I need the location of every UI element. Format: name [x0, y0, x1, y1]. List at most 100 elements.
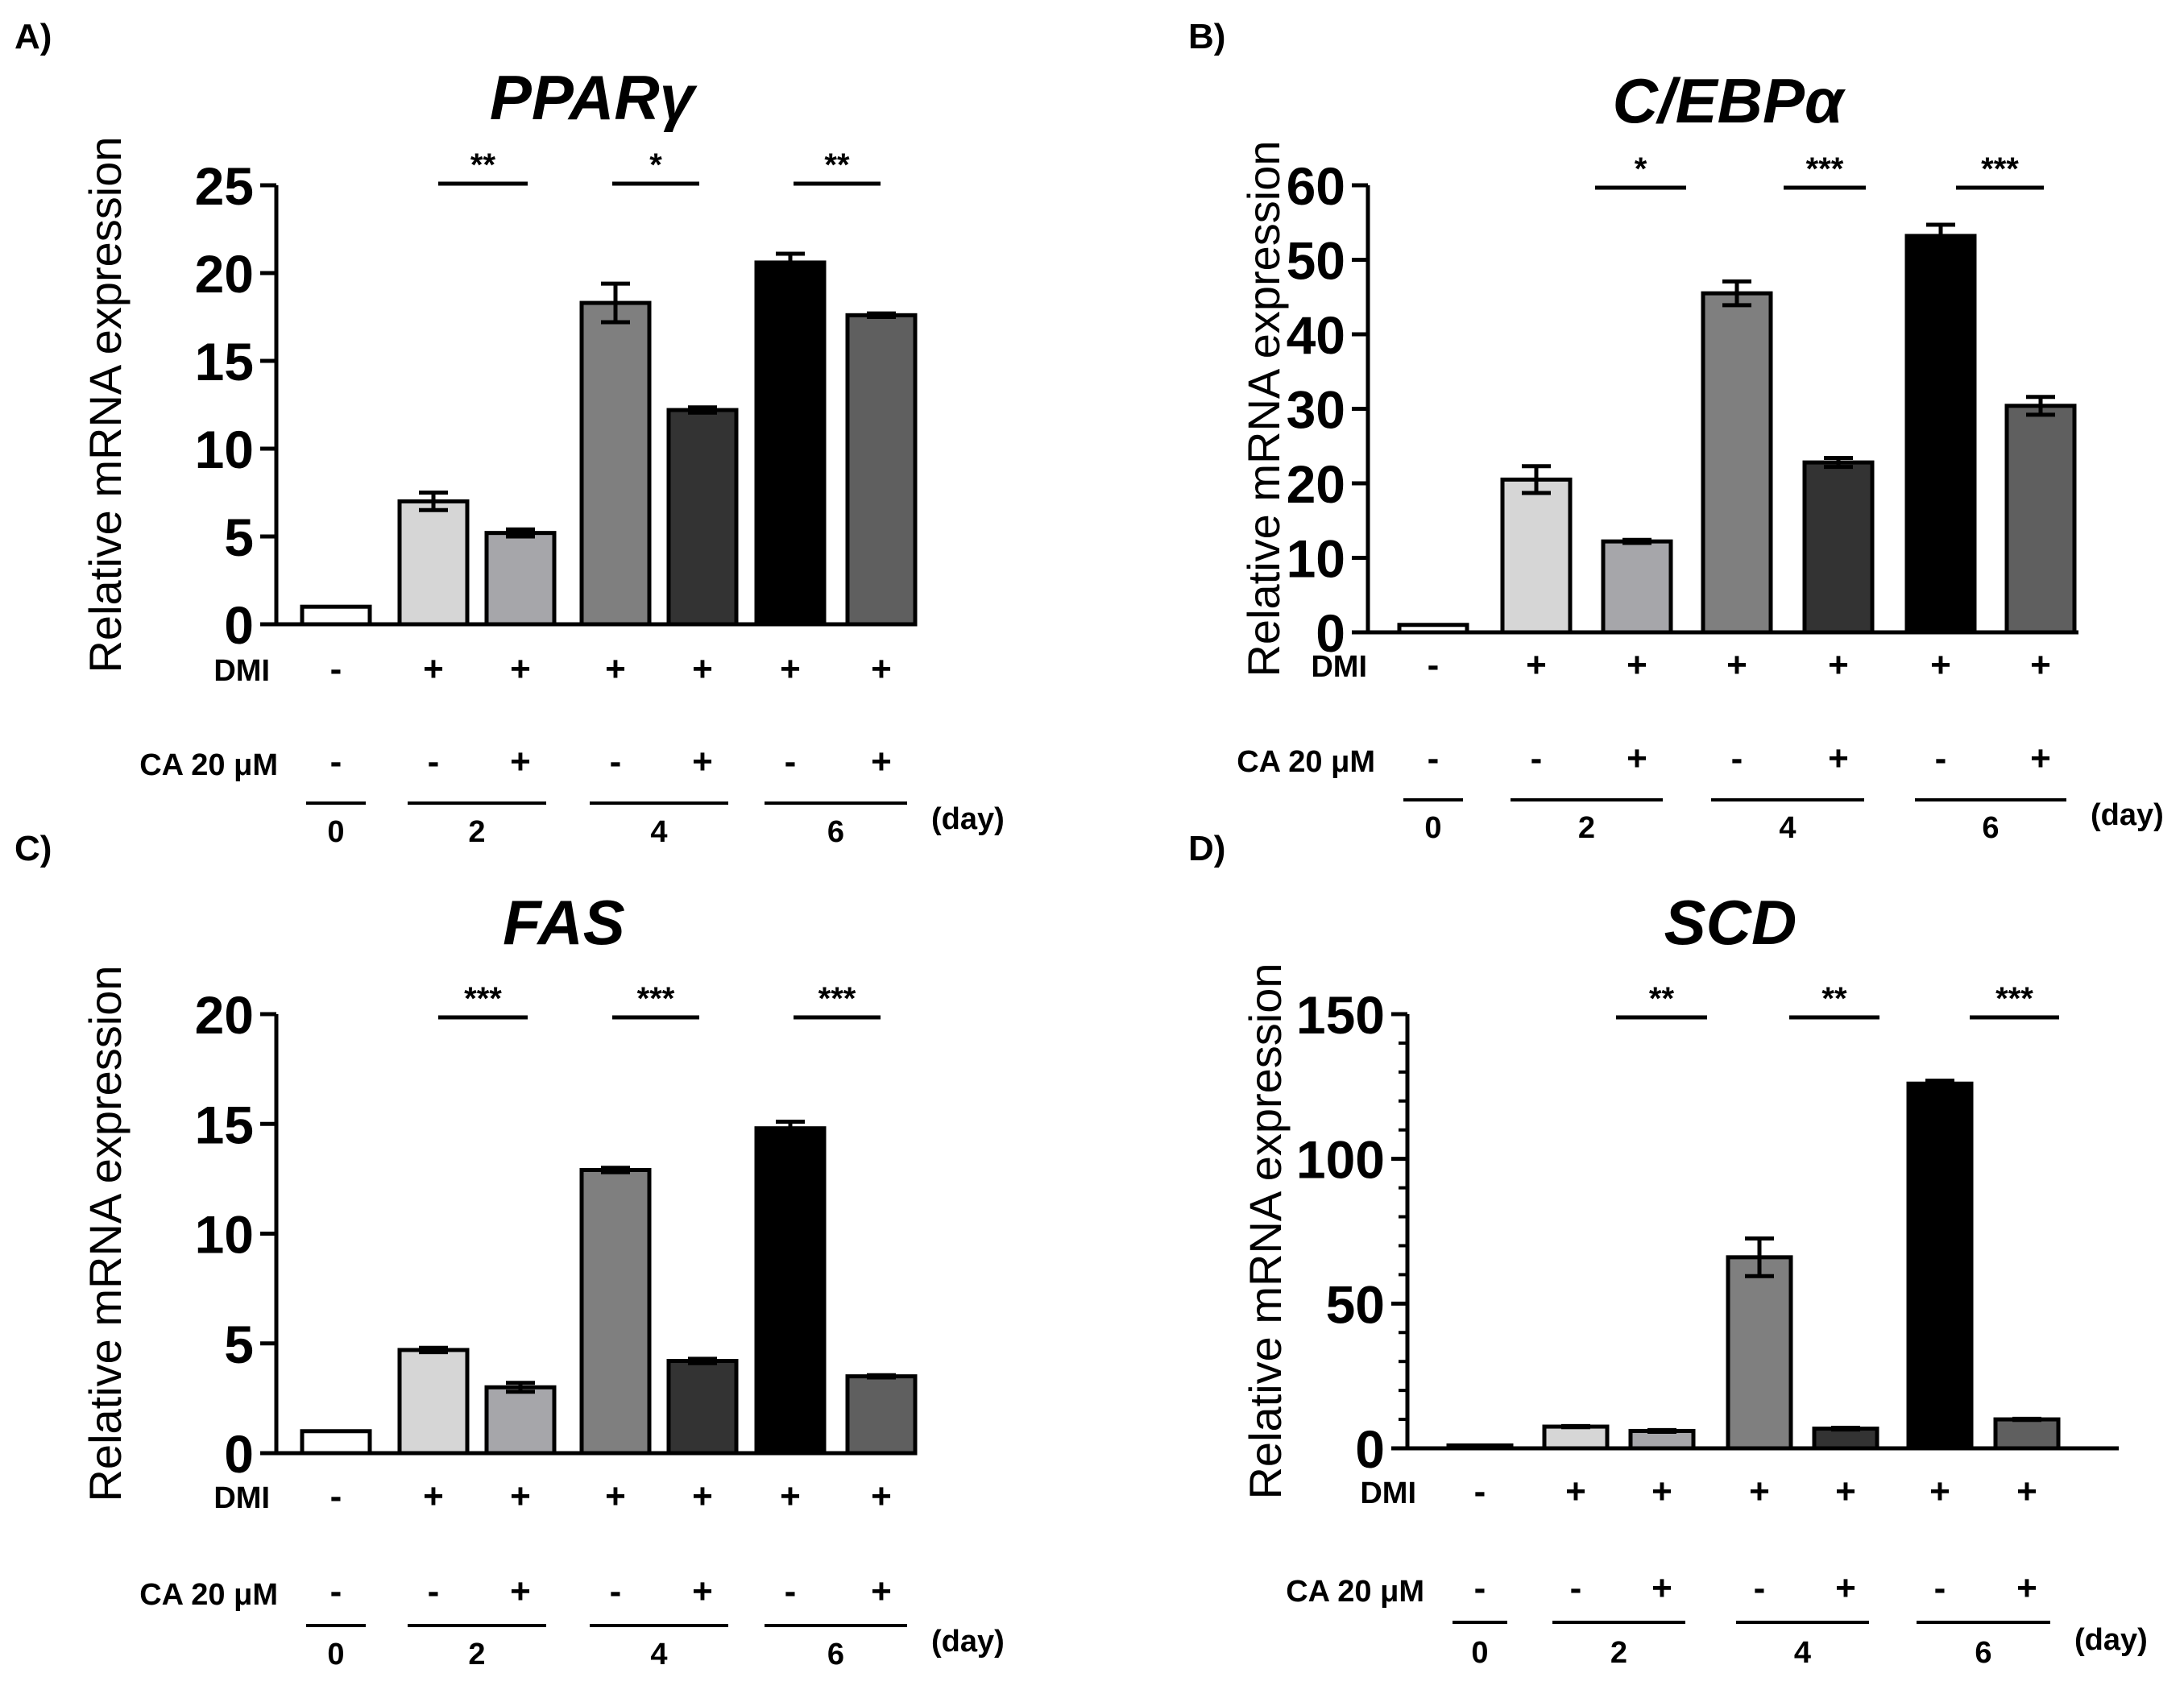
significance-stars: **: [1821, 981, 1847, 1017]
day-label: 4: [1779, 811, 1796, 845]
dmi-sign: +: [510, 1477, 531, 1516]
ca-sign: -: [1428, 739, 1440, 778]
day-label: 6: [1975, 1636, 1991, 1670]
y-tick-label: 15: [195, 1095, 254, 1154]
bar-0: [300, 1429, 372, 1456]
dmi-sign: +: [1835, 1472, 1856, 1511]
panel-letter: B): [1188, 17, 1225, 56]
y-tick-label: 25: [195, 156, 254, 216]
ca-sign: -: [1570, 1568, 1582, 1608]
bar-1: [1542, 1424, 1610, 1451]
ca-sign: -: [1731, 739, 1743, 778]
ca-sign: +: [871, 1572, 892, 1611]
y-tick-label: 60: [1287, 156, 1345, 216]
ca-sign: +: [510, 1572, 531, 1611]
panel-letter: D): [1188, 829, 1225, 868]
bar-5: [1906, 1081, 1974, 1451]
day-label: 0: [1471, 1636, 1488, 1670]
bar-2: [484, 531, 557, 627]
dmi-sign: +: [780, 649, 801, 689]
dmi-label: DMI: [213, 654, 270, 688]
y-tick-label: 20: [1287, 454, 1345, 514]
ca-sign: +: [1627, 739, 1647, 778]
dmi-sign: +: [423, 649, 444, 689]
dmi-sign: +: [2030, 645, 2051, 685]
y-axis-label: Relative mRNA expression: [1238, 140, 1289, 677]
ca-label: CA 20 μM: [1237, 745, 1375, 779]
day-label: 0: [327, 815, 344, 849]
bar-6: [2004, 404, 2077, 635]
dmi-label: DMI: [1360, 1477, 1416, 1510]
dmi-sign: +: [692, 649, 713, 689]
bar-6: [845, 313, 918, 627]
y-tick-label: 150: [1296, 985, 1385, 1045]
dmi-sign: +: [605, 649, 626, 689]
bar-4: [1812, 1427, 1879, 1451]
bar-2: [484, 1385, 557, 1456]
significance-stars: ***: [1981, 151, 2019, 187]
dmi-sign: +: [423, 1477, 444, 1516]
bar-0: [1446, 1443, 1514, 1451]
ca-sign: -: [1531, 739, 1543, 778]
y-tick-label: 10: [1287, 529, 1345, 589]
dmi-sign: +: [1651, 1472, 1672, 1511]
chart-title: FAS: [503, 887, 625, 958]
ca-sign: +: [1651, 1568, 1672, 1608]
significance-stars: ***: [464, 981, 502, 1017]
ca-sign: -: [330, 1572, 342, 1611]
day-label: 6: [1982, 811, 1999, 845]
chart-title: SCD: [1664, 887, 1797, 958]
ca-sign: -: [330, 742, 342, 781]
day-unit: (day): [2091, 798, 2164, 832]
y-tick-label: 50: [1287, 231, 1345, 291]
dmi-sign: -: [330, 649, 342, 689]
bar-2: [1601, 539, 1673, 635]
y-tick-label: 5: [224, 507, 254, 567]
y-tick-label: 0: [224, 595, 254, 655]
dmi-sign: +: [1726, 645, 1747, 685]
day-label: 2: [1578, 811, 1595, 845]
day-label: 0: [327, 1638, 344, 1671]
dmi-sign: +: [1526, 645, 1547, 685]
significance-stars: ***: [1995, 981, 2033, 1017]
bar-0: [300, 604, 372, 627]
significance-stars: *: [1635, 151, 1647, 187]
ca-sign: -: [1474, 1568, 1486, 1608]
significance-stars: *: [649, 147, 662, 183]
y-tick-label: 10: [195, 420, 254, 479]
dmi-sign: +: [1627, 645, 1647, 685]
bar-6: [845, 1374, 918, 1456]
ca-sign: +: [692, 742, 713, 781]
bar-6: [1993, 1417, 2061, 1451]
ca-sign: -: [428, 742, 440, 781]
dmi-sign: +: [1929, 1472, 1950, 1511]
panel-letter: A): [15, 17, 52, 56]
ca-sign: +: [2030, 739, 2051, 778]
ca-sign: +: [1828, 739, 1849, 778]
y-tick-label: 50: [1326, 1274, 1385, 1334]
day-label: 2: [1610, 1636, 1627, 1670]
chart-title: C/EBPα: [1613, 65, 1846, 136]
dmi-label: DMI: [1311, 650, 1367, 684]
dmi-sign: +: [510, 649, 531, 689]
ca-sign: -: [610, 742, 622, 781]
y-tick-label: 0: [224, 1424, 254, 1484]
dmi-sign: +: [1565, 1472, 1586, 1511]
ca-sign: -: [1754, 1568, 1766, 1608]
day-unit: (day): [931, 1625, 1005, 1659]
ca-sign: +: [871, 742, 892, 781]
ca-sign: +: [2016, 1568, 2037, 1608]
ca-label: CA 20 μM: [1286, 1575, 1424, 1609]
ca-sign: +: [510, 742, 531, 781]
day-label: 6: [827, 815, 844, 849]
dmi-sign: +: [1930, 645, 1951, 685]
y-axis-label: Relative mRNA expression: [80, 965, 131, 1501]
day-unit: (day): [2074, 1623, 2148, 1657]
ca-sign: -: [1934, 1568, 1946, 1608]
dmi-sign: +: [871, 649, 892, 689]
day-label: 2: [468, 815, 485, 849]
y-axis-label: Relative mRNA expression: [80, 136, 131, 673]
y-tick-label: 0: [1316, 603, 1345, 663]
